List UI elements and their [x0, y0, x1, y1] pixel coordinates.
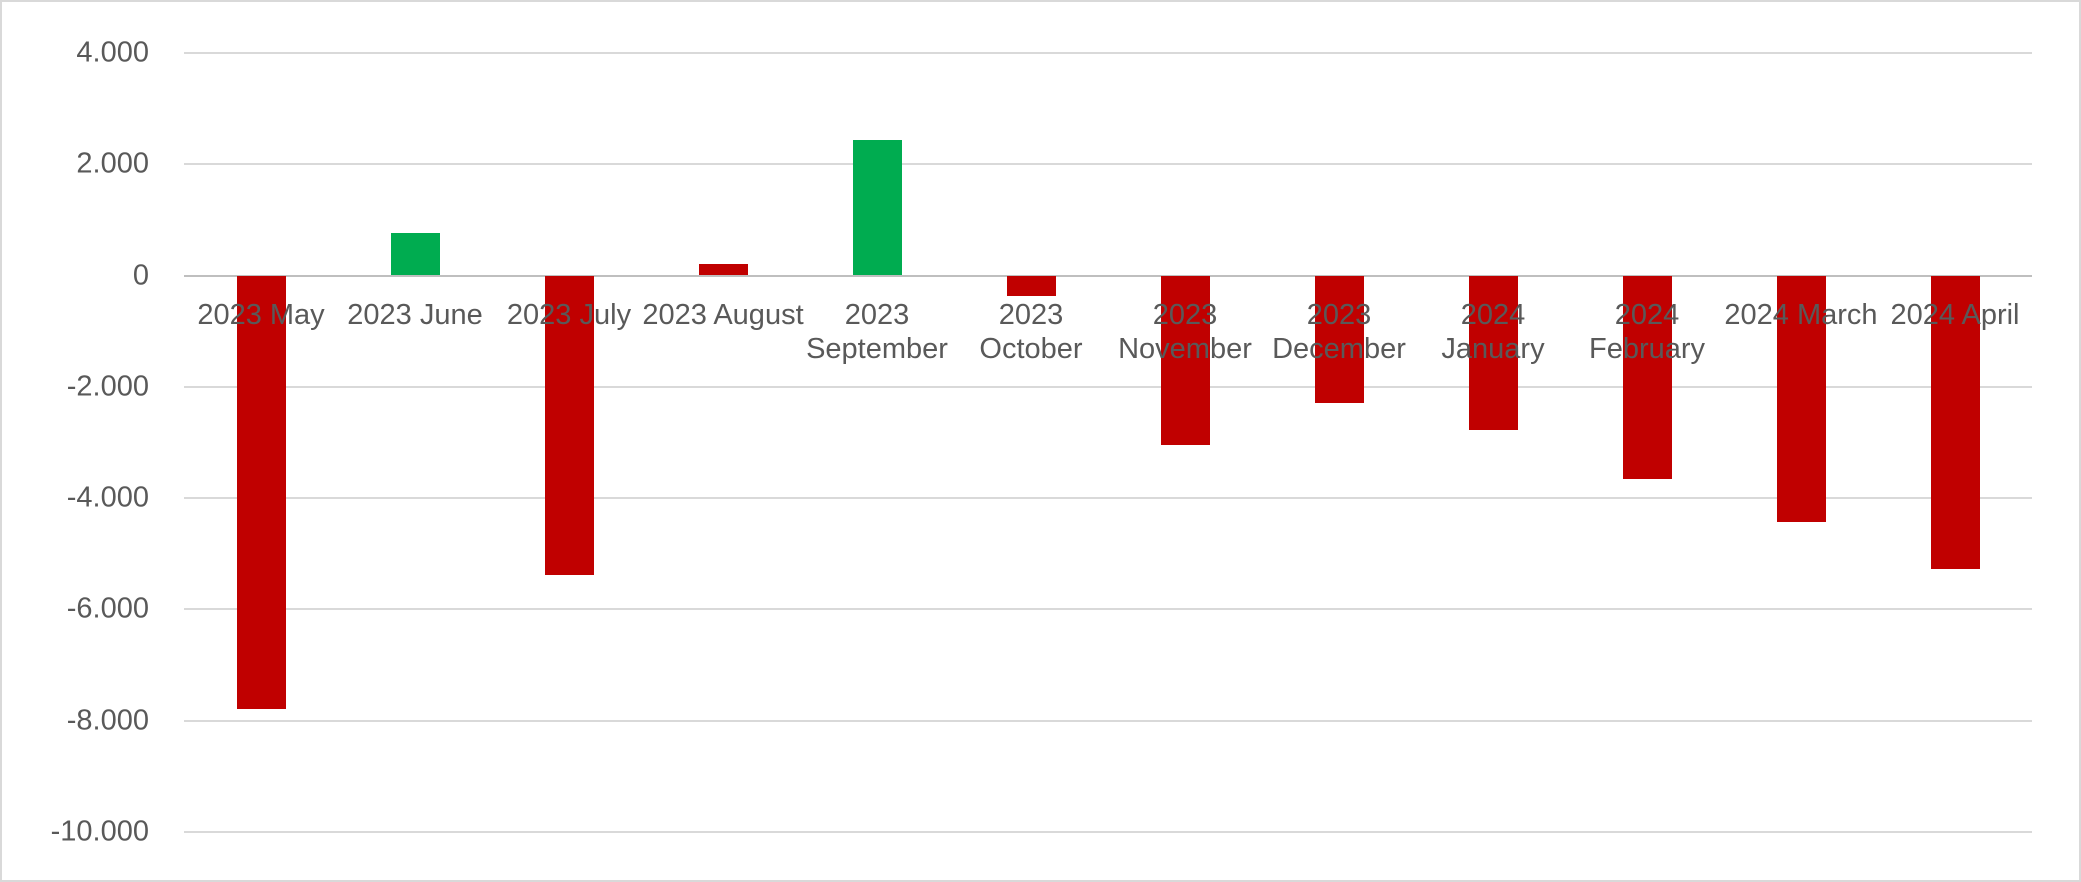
y-axis-tick-label: 2.000	[76, 147, 149, 180]
y-axis-tick-label: -2.000	[66, 370, 149, 403]
x-axis-label-line: 2023	[844, 299, 910, 331]
x-axis-label-line: 2023	[1306, 299, 1372, 331]
y-axis-tick-label: -6.000	[66, 592, 149, 625]
x-axis-label-line: 2023 June	[347, 299, 483, 331]
bar-2024-april[interactable]	[1930, 275, 1980, 569]
x-axis-label-line: 2023 May	[197, 299, 325, 331]
x-axis-label-line: November	[1118, 333, 1252, 365]
x-axis-label-line: 2023	[998, 299, 1064, 331]
x-axis-category-label: 2024 February	[1589, 298, 1705, 366]
bar-2023-december[interactable]	[1314, 275, 1364, 403]
x-axis-category-label: 2023 December	[1272, 298, 1406, 366]
bar-2023-november[interactable]	[1160, 275, 1210, 446]
gridline	[184, 51, 2032, 54]
bar-2023-august[interactable]	[698, 264, 748, 276]
x-axis-category-label: 2023 November	[1118, 298, 1252, 366]
x-axis-label-line: September	[806, 333, 948, 365]
x-axis-label-line: January	[1441, 333, 1545, 365]
x-axis-label-line: October	[979, 333, 1083, 365]
bar-2024-february[interactable]	[1622, 275, 1672, 479]
x-axis-category-label: 2023 June	[347, 298, 482, 332]
bar-2023-september[interactable]	[852, 139, 902, 276]
x-axis-category-label: 2023 May	[197, 298, 324, 332]
y-axis-tick-label: -10.000	[50, 815, 149, 848]
x-axis-category-label: 2024 January	[1441, 298, 1544, 366]
x-axis-category-label: 2024 March	[1724, 298, 1877, 332]
gridline	[184, 385, 2032, 388]
x-axis-label-line: 2023 July	[506, 299, 632, 331]
bar-2024-january[interactable]	[1468, 275, 1518, 431]
bar-2023-july[interactable]	[544, 275, 594, 575]
zero-axis-line	[184, 274, 2032, 277]
x-axis-category-label: 2023 August	[642, 298, 803, 332]
x-axis-label-line: December	[1272, 333, 1406, 365]
y-axis-tick-label: -4.000	[66, 481, 149, 514]
x-axis-category-label: 2023 October	[979, 298, 1082, 366]
x-axis-label-line: 2024 April	[1890, 299, 2020, 331]
x-axis-label-line: 2024 March	[1724, 299, 1878, 331]
gridline	[184, 497, 2032, 499]
x-axis-label-line: 2023	[1152, 299, 1218, 331]
x-axis-label-line: 2024	[1460, 299, 1526, 331]
x-axis-category-label: 2024 April	[1891, 298, 2020, 332]
y-axis-tick-label: 4.000	[76, 36, 149, 69]
bar-2024-march[interactable]	[1776, 275, 1826, 522]
gridline	[184, 608, 2032, 611]
x-axis-category-label: 2023 July	[507, 298, 631, 332]
y-axis-tick-label: -8.000	[66, 704, 149, 737]
bar-2023-october[interactable]	[1006, 275, 1056, 297]
x-axis-label-line: 2024	[1614, 299, 1680, 331]
gridline	[184, 719, 2032, 722]
y-axis-tick-label: 0	[132, 259, 149, 291]
x-axis-label-line: 2023 August	[642, 299, 804, 331]
x-axis-label-line: February	[1588, 333, 1706, 365]
bar-2023-june[interactable]	[390, 233, 440, 276]
x-axis-category-label: 2023 September	[806, 298, 948, 366]
gridline	[184, 830, 2032, 833]
gridline	[184, 163, 2032, 166]
bar-2023-may[interactable]	[236, 275, 286, 709]
